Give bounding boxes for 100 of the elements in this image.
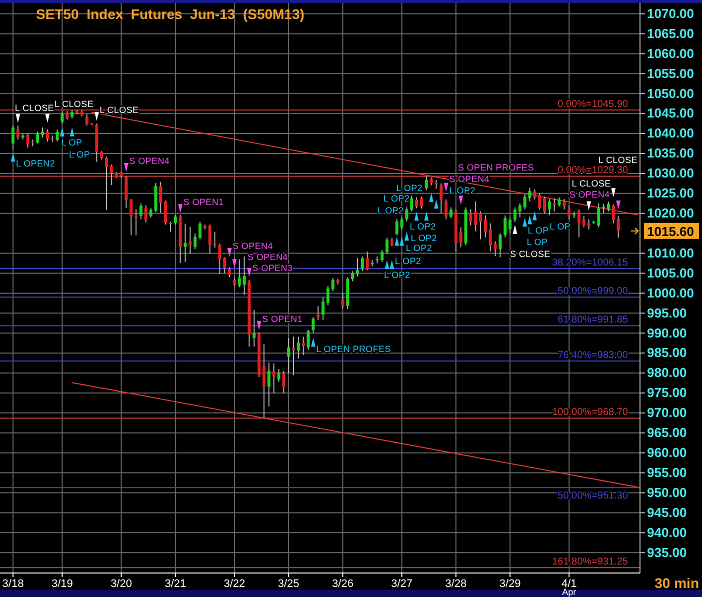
data-label: S OPEN4 xyxy=(129,156,170,166)
y-tick-label: 1010.00 xyxy=(647,245,694,260)
candlestick xyxy=(518,202,522,218)
candlestick xyxy=(159,181,162,214)
y-tick-label: 1070.00 xyxy=(647,6,694,21)
data-label: S OPEN4 xyxy=(569,189,610,200)
candlestick xyxy=(459,226,462,248)
candlestick xyxy=(494,240,497,257)
candlestick xyxy=(474,200,478,232)
candlestick xyxy=(606,201,610,212)
candlestick xyxy=(341,292,344,309)
x-tick-label: 3/22 xyxy=(224,578,246,590)
candlestick xyxy=(440,182,443,214)
candlestick xyxy=(174,214,177,226)
ref-line-label: 76.40%=983.00 xyxy=(558,350,628,362)
candlestick xyxy=(296,336,300,360)
data-label: L OP2 xyxy=(449,186,476,196)
candlestick xyxy=(360,256,364,272)
x-tick-label: 3/21 xyxy=(164,578,186,590)
data-label: L OP2 xyxy=(378,206,404,216)
candlestick xyxy=(252,309,256,348)
candlestick xyxy=(322,296,325,320)
text: 30 min xyxy=(654,575,699,591)
data-label: L OP2 xyxy=(410,232,437,243)
candlestick xyxy=(198,221,202,240)
candlestick xyxy=(602,203,606,214)
data-label: L OPEN PROFES xyxy=(316,344,391,354)
candlestick xyxy=(405,206,408,222)
ref-line-label: 50.00%=999.00 xyxy=(558,286,628,298)
candlestick xyxy=(238,258,241,288)
candlestick xyxy=(306,329,310,350)
candlestick xyxy=(164,200,168,226)
candlestick xyxy=(424,176,428,191)
y-tick-label: 980.00 xyxy=(647,365,687,380)
candlestick xyxy=(351,270,354,282)
data-label: L CLOSE xyxy=(54,98,94,109)
y-tick-label: 1050.00 xyxy=(647,86,694,101)
candlestick xyxy=(134,208,138,236)
x-tick-label: 3/27 xyxy=(391,578,412,590)
candlestick xyxy=(184,223,187,263)
candlestick xyxy=(504,214,507,238)
ref-line-label: 161.80%=931.25 xyxy=(552,556,628,568)
candlestick xyxy=(287,338,290,374)
candlestick xyxy=(420,196,423,210)
candlestick xyxy=(597,202,600,228)
candlestick xyxy=(410,194,414,212)
candlestick xyxy=(60,111,64,124)
ref-line-label: 0.00%=1045.90 xyxy=(558,98,628,110)
y-tick-label: 960.00 xyxy=(647,445,687,460)
x-tick-label: 3/19 xyxy=(52,578,73,590)
ref-line-label: 50.00%=951.30 xyxy=(558,490,628,502)
data-label: S OPEN1 xyxy=(262,314,302,324)
candlestick xyxy=(508,216,512,234)
x-tick-label: 3/25 xyxy=(278,578,300,590)
data-label: L OP xyxy=(550,221,571,232)
candlestick xyxy=(449,206,452,219)
candlestick xyxy=(16,125,20,140)
candlestick xyxy=(130,198,133,236)
candlestick xyxy=(36,131,40,144)
candlestick xyxy=(194,232,197,250)
y-tick-label: 965.00 xyxy=(647,425,687,440)
y-tick-label: 985.00 xyxy=(647,345,687,360)
text: Apr xyxy=(562,587,576,597)
y-tick-label: 1045.00 xyxy=(647,106,694,121)
candlestick xyxy=(188,226,192,255)
candlestick xyxy=(242,256,246,296)
y-tick-label: 1055.00 xyxy=(647,66,694,81)
candlestick xyxy=(262,343,266,419)
x-tick-label: 3/20 xyxy=(110,578,132,590)
candlestick xyxy=(223,256,226,274)
candlestick xyxy=(331,278,334,292)
candlestick xyxy=(85,114,88,126)
y-tick-label: 1020.00 xyxy=(647,206,694,221)
candlestick xyxy=(498,232,502,258)
y-tick-label: 955.00 xyxy=(647,464,687,480)
data-label: L OP2 xyxy=(384,270,410,280)
candlestick xyxy=(548,198,551,216)
data-label: L OP xyxy=(69,149,90,160)
candlestick xyxy=(616,215,620,238)
candlestick xyxy=(267,362,270,408)
ref-line-label: 38.20%=1006.15 xyxy=(552,258,628,269)
data-label: L OPEN2 xyxy=(16,158,56,169)
data-label: L OP xyxy=(526,237,548,248)
x-tick-label: 3/29 xyxy=(499,578,521,590)
candlestick xyxy=(302,336,305,356)
data-label: S OPEN PROFES xyxy=(458,162,534,173)
candlestick xyxy=(208,224,212,255)
y-tick-label: 1025.00 xyxy=(647,186,694,201)
y-tick-label: 1005.00 xyxy=(647,265,694,280)
candlestick xyxy=(312,316,315,334)
candlestick xyxy=(479,210,482,240)
y-tick-label: 940.00 xyxy=(647,524,687,540)
y-tick-label: 990.00 xyxy=(647,325,687,340)
candlestick xyxy=(213,231,216,248)
x-tick-label: 3/18 xyxy=(2,578,24,590)
candlestick xyxy=(218,243,222,275)
x-tick-label: 3/28 xyxy=(445,578,467,590)
candlestick xyxy=(292,336,296,376)
data-label: S OPEN4 xyxy=(247,252,288,262)
y-tick-label: 935.00 xyxy=(647,544,687,560)
